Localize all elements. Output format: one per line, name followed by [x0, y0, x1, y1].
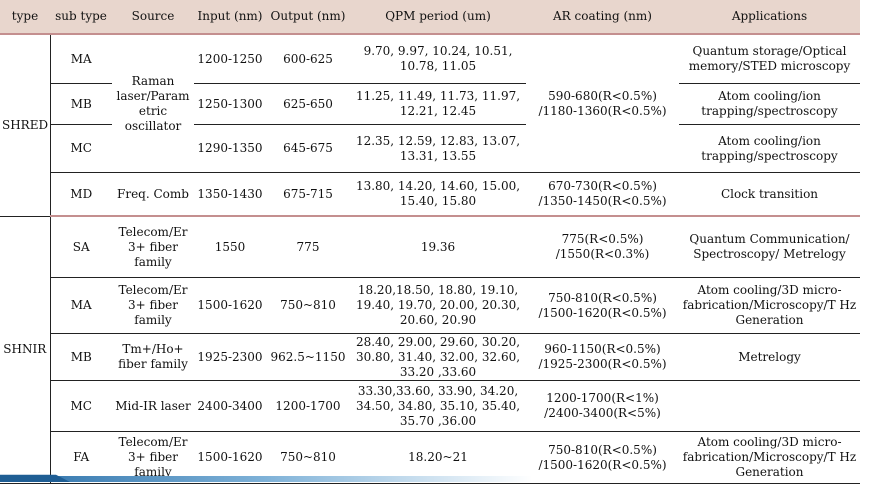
ar-cell: 750-810(R<0.5%) /1500-1620(R<0.5%)	[526, 277, 679, 334]
footer-arrow-decoration	[0, 474, 70, 482]
qpm-cell: 19.36	[350, 216, 526, 278]
table-row: MD Freq. Comb 1350-1430 675-715 13.80, 1…	[0, 172, 860, 217]
source-cell: Telecom/Er 3+ fiber family	[112, 431, 194, 484]
applications-cell: Quantum storage/Optical memory/STED micr…	[679, 34, 860, 84]
qpm-cell: 33.30,33.60, 33.90, 34.20, 34.50, 34.80,…	[350, 380, 526, 432]
applications-cell: Atom cooling/ion trapping/spectroscopy	[679, 124, 860, 173]
subtype-cell: MB	[50, 83, 112, 125]
ar-cell: 775(R<0.5%) /1550(R<0.3%)	[526, 216, 679, 278]
output-cell: 750~810	[266, 431, 350, 484]
source-cell: Freq. Comb	[112, 172, 194, 217]
subtype-cell: MC	[50, 124, 112, 173]
type-cell-shnir: SHNIR	[0, 216, 51, 484]
table-row: SHRED MA Raman laser/Param etric oscilla…	[0, 34, 860, 217]
type-cell-shred: SHRED	[0, 34, 51, 217]
output-cell: 645-675	[266, 124, 350, 173]
header-source: Source	[112, 0, 194, 35]
subtype-cell: MA	[50, 277, 112, 334]
source-cell: Mid-IR laser	[112, 380, 194, 432]
applications-cell: Atom cooling/3D micro-fabrication/Micros…	[679, 431, 860, 484]
header-subtype: sub type	[50, 0, 112, 35]
nonlinear-crystal-table: type sub type Source Input (nm) Output (…	[0, 0, 860, 484]
output-cell: 962.5~1150	[266, 333, 350, 381]
input-cell: 1550	[194, 216, 266, 278]
input-cell: 1200-1250	[194, 34, 266, 84]
header-input: Input (nm)	[194, 0, 266, 35]
subtype-cell: MA	[50, 34, 112, 84]
output-cell: 675-715	[266, 172, 350, 217]
qpm-cell: 28.40, 29.00, 29.60, 30.20, 30.80, 31.40…	[350, 333, 526, 381]
qpm-cell: 11.25, 11.49, 11.73, 11.97, 12.21, 12.45	[350, 83, 526, 125]
output-cell: 625-650	[266, 83, 350, 125]
applications-cell: Atom cooling/ion trapping/spectroscopy	[679, 83, 860, 125]
ar-cell: 590-680(R<0.5%) /1180-1360(R<0.5%)	[526, 34, 679, 173]
header-applications: Applications	[679, 0, 860, 35]
applications-cell: Clock transition	[679, 172, 860, 217]
input-cell: 1250-1300	[194, 83, 266, 125]
applications-cell: Quantum Communication/ Spectroscopy/ Met…	[679, 216, 860, 278]
header-qpm: QPM period (um)	[350, 0, 526, 35]
input-cell: 1925-2300	[194, 333, 266, 381]
ar-cell: 1200-1700(R<1%) /2400-3400(R<5%)	[526, 380, 679, 432]
table-row: MC 1290-1350 645-675 12.35, 12.59, 12.83…	[0, 124, 860, 173]
table-row: MA Telecom/Er 3+ fiber family 1500-1620 …	[0, 277, 860, 334]
output-cell: 600-625	[266, 34, 350, 84]
source-cell: Tm+/Ho+ fiber family	[112, 333, 194, 381]
source-cell: Raman laser/Param etric oscillator	[112, 34, 194, 173]
table-row: FA Telecom/Er 3+ fiber family 1500-1620 …	[0, 431, 860, 484]
source-cell: Telecom/Er 3+ fiber family	[112, 216, 194, 278]
header-output: Output (nm)	[266, 0, 350, 35]
input-cell: 1350-1430	[194, 172, 266, 217]
table-row: MC Mid-IR laser 2400-3400 1200-1700 33.3…	[0, 380, 860, 432]
applications-cell: Metrelogy	[679, 333, 860, 381]
qpm-cell: 18.20~21	[350, 431, 526, 484]
subtype-cell: MD	[50, 172, 112, 217]
qpm-cell: 18.20,18.50, 18.80, 19.10, 19.40, 19.70,…	[350, 277, 526, 334]
table-row: SHNIR SA Telecom/Er 3+ fiber family 1550…	[0, 216, 860, 484]
output-cell: 1200-1700	[266, 380, 350, 432]
header-ar: AR coating (nm)	[526, 0, 679, 35]
qpm-cell: 12.35, 12.59, 12.83, 13.07, 13.31, 13.55	[350, 124, 526, 173]
header-row: type sub type Source Input (nm) Output (…	[0, 0, 860, 35]
output-cell: 750~810	[266, 277, 350, 334]
subtype-cell: MC	[50, 380, 112, 432]
table-row: MB Tm+/Ho+ fiber family 1925-2300 962.5~…	[0, 333, 860, 381]
ar-cell: 960-1150(R<0.5%) /1925-2300(R<0.5%)	[526, 333, 679, 381]
applications-cell	[679, 380, 860, 432]
applications-cell: Atom cooling/3D micro-fabrication/Micros…	[679, 277, 860, 334]
input-cell: 2400-3400	[194, 380, 266, 432]
header-type: type	[0, 0, 50, 35]
footer-decoration	[0, 476, 887, 482]
subtype-cell: FA	[50, 431, 112, 484]
source-cell: Telecom/Er 3+ fiber family	[112, 277, 194, 334]
input-cell: 1500-1620	[194, 277, 266, 334]
qpm-cell: 9.70, 9.97, 10.24, 10.51, 10.78, 11.05	[350, 34, 526, 84]
subtype-cell: SA	[50, 216, 112, 278]
table-row: MB 1250-1300 625-650 11.25, 11.49, 11.73…	[0, 83, 860, 125]
input-cell: 1290-1350	[194, 124, 266, 173]
ar-cell: 750-810(R<0.5%) /1500-1620(R<0.5%)	[526, 431, 679, 484]
ar-cell: 670-730(R<0.5%) /1350-1450(R<0.5%)	[526, 172, 679, 217]
output-cell: 775	[266, 216, 350, 278]
subtype-cell: MB	[50, 333, 112, 381]
qpm-cell: 13.80, 14.20, 14.60, 15.00, 15.40, 15.80	[350, 172, 526, 217]
